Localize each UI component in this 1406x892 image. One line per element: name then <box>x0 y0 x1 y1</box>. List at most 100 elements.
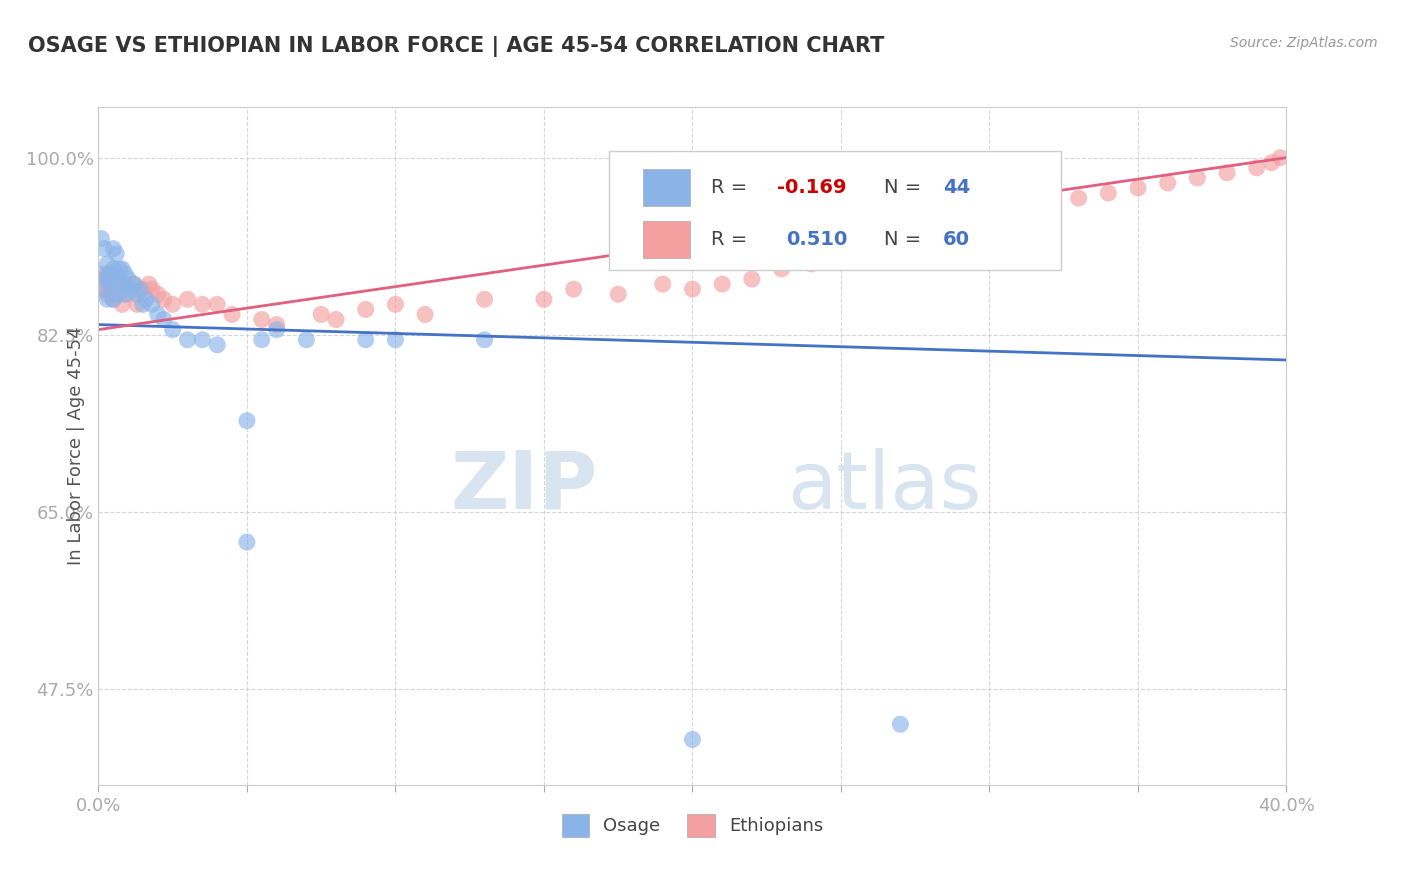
Point <box>90 272 112 286</box>
Point <box>96 287 118 301</box>
Point <box>741 272 763 286</box>
Point <box>1038 191 1060 205</box>
Point <box>103 293 125 307</box>
Point <box>295 333 318 347</box>
Text: Source: ZipAtlas.com: Source: ZipAtlas.com <box>1230 36 1378 50</box>
Point <box>1246 161 1268 175</box>
Point <box>474 293 496 307</box>
Point <box>114 287 136 301</box>
Point <box>111 297 134 311</box>
Point <box>146 287 169 301</box>
Point <box>309 308 332 322</box>
Point <box>176 333 198 347</box>
Point <box>920 221 942 235</box>
Text: R =: R = <box>711 230 761 250</box>
Point <box>125 287 148 301</box>
Point <box>141 282 163 296</box>
Point <box>681 282 703 296</box>
Point <box>1097 186 1119 200</box>
Point <box>90 231 112 245</box>
Point <box>607 287 630 301</box>
Point <box>770 261 793 276</box>
Point <box>413 308 436 322</box>
Point <box>93 242 115 256</box>
Point <box>90 267 112 281</box>
Point <box>93 282 115 296</box>
Point <box>122 277 145 292</box>
Point <box>114 267 136 281</box>
Point <box>108 277 131 292</box>
Point <box>98 277 121 292</box>
Point <box>93 282 115 296</box>
Point <box>191 297 214 311</box>
Point <box>111 261 134 276</box>
Point <box>1126 181 1149 195</box>
Point <box>384 333 406 347</box>
Point <box>96 272 118 286</box>
Point <box>474 333 496 347</box>
Point <box>266 318 288 332</box>
Point <box>250 333 273 347</box>
Point <box>800 257 823 271</box>
Text: OSAGE VS ETHIOPIAN IN LABOR FORCE | AGE 45-54 CORRELATION CHART: OSAGE VS ETHIOPIAN IN LABOR FORCE | AGE … <box>28 36 884 57</box>
Point <box>103 261 125 276</box>
Point <box>122 277 145 292</box>
Point <box>105 272 128 286</box>
Point <box>114 277 136 292</box>
Point <box>146 308 169 322</box>
FancyBboxPatch shape <box>609 151 1060 269</box>
Text: 60: 60 <box>943 230 970 250</box>
Point <box>162 297 184 311</box>
Text: ZIP: ZIP <box>450 448 598 525</box>
Point <box>108 261 131 276</box>
Y-axis label: In Labor Force | Age 45-54: In Labor Force | Age 45-54 <box>66 326 84 566</box>
Point <box>176 293 198 307</box>
Point <box>162 323 184 337</box>
Point <box>1270 151 1292 165</box>
Point <box>103 293 125 307</box>
Point <box>889 717 911 731</box>
Point <box>205 297 228 311</box>
Point <box>859 242 882 256</box>
Point <box>979 206 1001 220</box>
Point <box>1187 170 1209 185</box>
Point <box>105 287 128 301</box>
Point <box>105 246 128 260</box>
Point <box>111 277 134 292</box>
Point <box>120 282 142 296</box>
Point <box>125 297 148 311</box>
Point <box>129 282 152 296</box>
Point <box>96 293 118 307</box>
Point <box>830 252 852 266</box>
Point <box>221 308 243 322</box>
Point <box>236 535 259 549</box>
Point <box>325 312 347 326</box>
FancyBboxPatch shape <box>643 221 690 258</box>
Point <box>96 267 118 281</box>
Point <box>141 297 163 311</box>
Point <box>111 282 134 296</box>
Point <box>354 302 377 317</box>
Point <box>132 297 155 311</box>
Point <box>105 277 128 292</box>
Point <box>152 293 174 307</box>
Point <box>132 282 155 296</box>
Point <box>1216 166 1239 180</box>
Point <box>354 333 377 347</box>
Point <box>152 312 174 326</box>
Point <box>120 282 142 296</box>
Point <box>138 277 160 292</box>
Point <box>96 257 118 271</box>
Point <box>103 242 125 256</box>
Point <box>135 293 157 307</box>
Point <box>1067 191 1090 205</box>
Point <box>681 732 703 747</box>
Point <box>384 297 406 311</box>
Point <box>1260 155 1282 169</box>
FancyBboxPatch shape <box>643 169 690 206</box>
Point <box>98 267 121 281</box>
Text: 0.510: 0.510 <box>786 230 848 250</box>
Text: N =: N = <box>884 178 927 197</box>
Point <box>117 287 139 301</box>
Legend: Osage, Ethiopians: Osage, Ethiopians <box>554 807 831 844</box>
